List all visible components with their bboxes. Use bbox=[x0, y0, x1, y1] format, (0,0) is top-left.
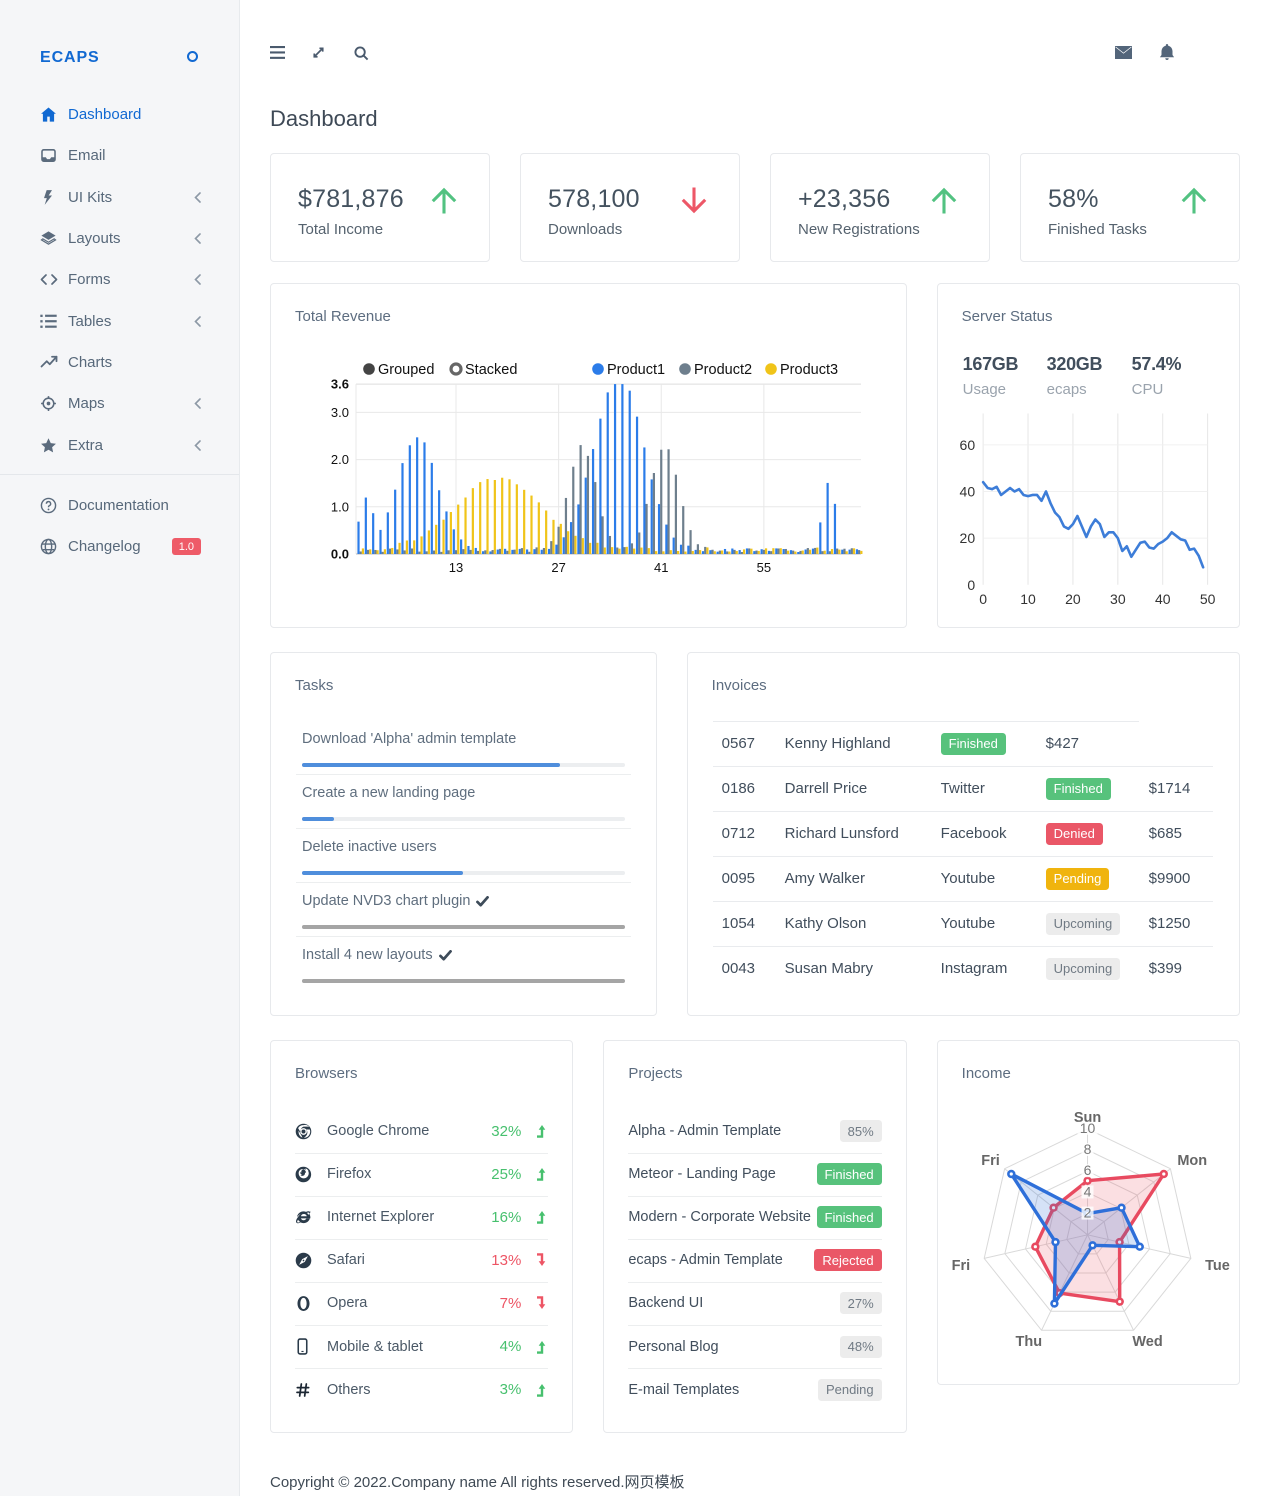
svg-text:60: 60 bbox=[959, 437, 975, 453]
svg-text:10: 10 bbox=[1079, 1120, 1095, 1136]
svg-text:3.6: 3.6 bbox=[331, 377, 349, 392]
svg-text:41: 41 bbox=[654, 560, 668, 575]
svg-text:Product2: Product2 bbox=[694, 362, 752, 378]
svg-text:3.0: 3.0 bbox=[331, 405, 349, 420]
svg-text:Grouped: Grouped bbox=[378, 362, 434, 378]
svg-text:20: 20 bbox=[959, 530, 975, 546]
svg-text:Mon: Mon bbox=[1177, 1153, 1207, 1169]
svg-text:8: 8 bbox=[1083, 1141, 1091, 1157]
svg-text:2: 2 bbox=[1083, 1205, 1091, 1221]
svg-text:27: 27 bbox=[551, 560, 565, 575]
svg-text:50: 50 bbox=[1199, 591, 1215, 607]
svg-text:Product3: Product3 bbox=[780, 362, 838, 378]
svg-text:55: 55 bbox=[757, 560, 771, 575]
svg-text:40: 40 bbox=[1155, 591, 1171, 607]
svg-text:10: 10 bbox=[1020, 591, 1036, 607]
svg-text:0: 0 bbox=[967, 577, 975, 593]
svg-text:1.0: 1.0 bbox=[331, 499, 349, 514]
svg-text:2.0: 2.0 bbox=[331, 452, 349, 467]
svg-text:Fri: Fri bbox=[951, 1258, 970, 1274]
svg-text:0.0: 0.0 bbox=[331, 547, 349, 562]
svg-text:Stacked: Stacked bbox=[465, 362, 517, 378]
svg-text:13: 13 bbox=[449, 560, 463, 575]
svg-text:Wed: Wed bbox=[1132, 1334, 1162, 1350]
svg-text:30: 30 bbox=[1110, 591, 1126, 607]
svg-text:6: 6 bbox=[1083, 1162, 1091, 1178]
svg-text:4: 4 bbox=[1083, 1183, 1091, 1199]
svg-text:Tue: Tue bbox=[1205, 1258, 1230, 1274]
svg-text:0: 0 bbox=[979, 591, 987, 607]
svg-text:40: 40 bbox=[959, 483, 975, 499]
svg-text:20: 20 bbox=[1065, 591, 1081, 607]
svg-text:Product1: Product1 bbox=[607, 362, 665, 378]
svg-text:Fri: Fri bbox=[981, 1153, 1000, 1169]
svg-text:Thu: Thu bbox=[1015, 1334, 1042, 1350]
